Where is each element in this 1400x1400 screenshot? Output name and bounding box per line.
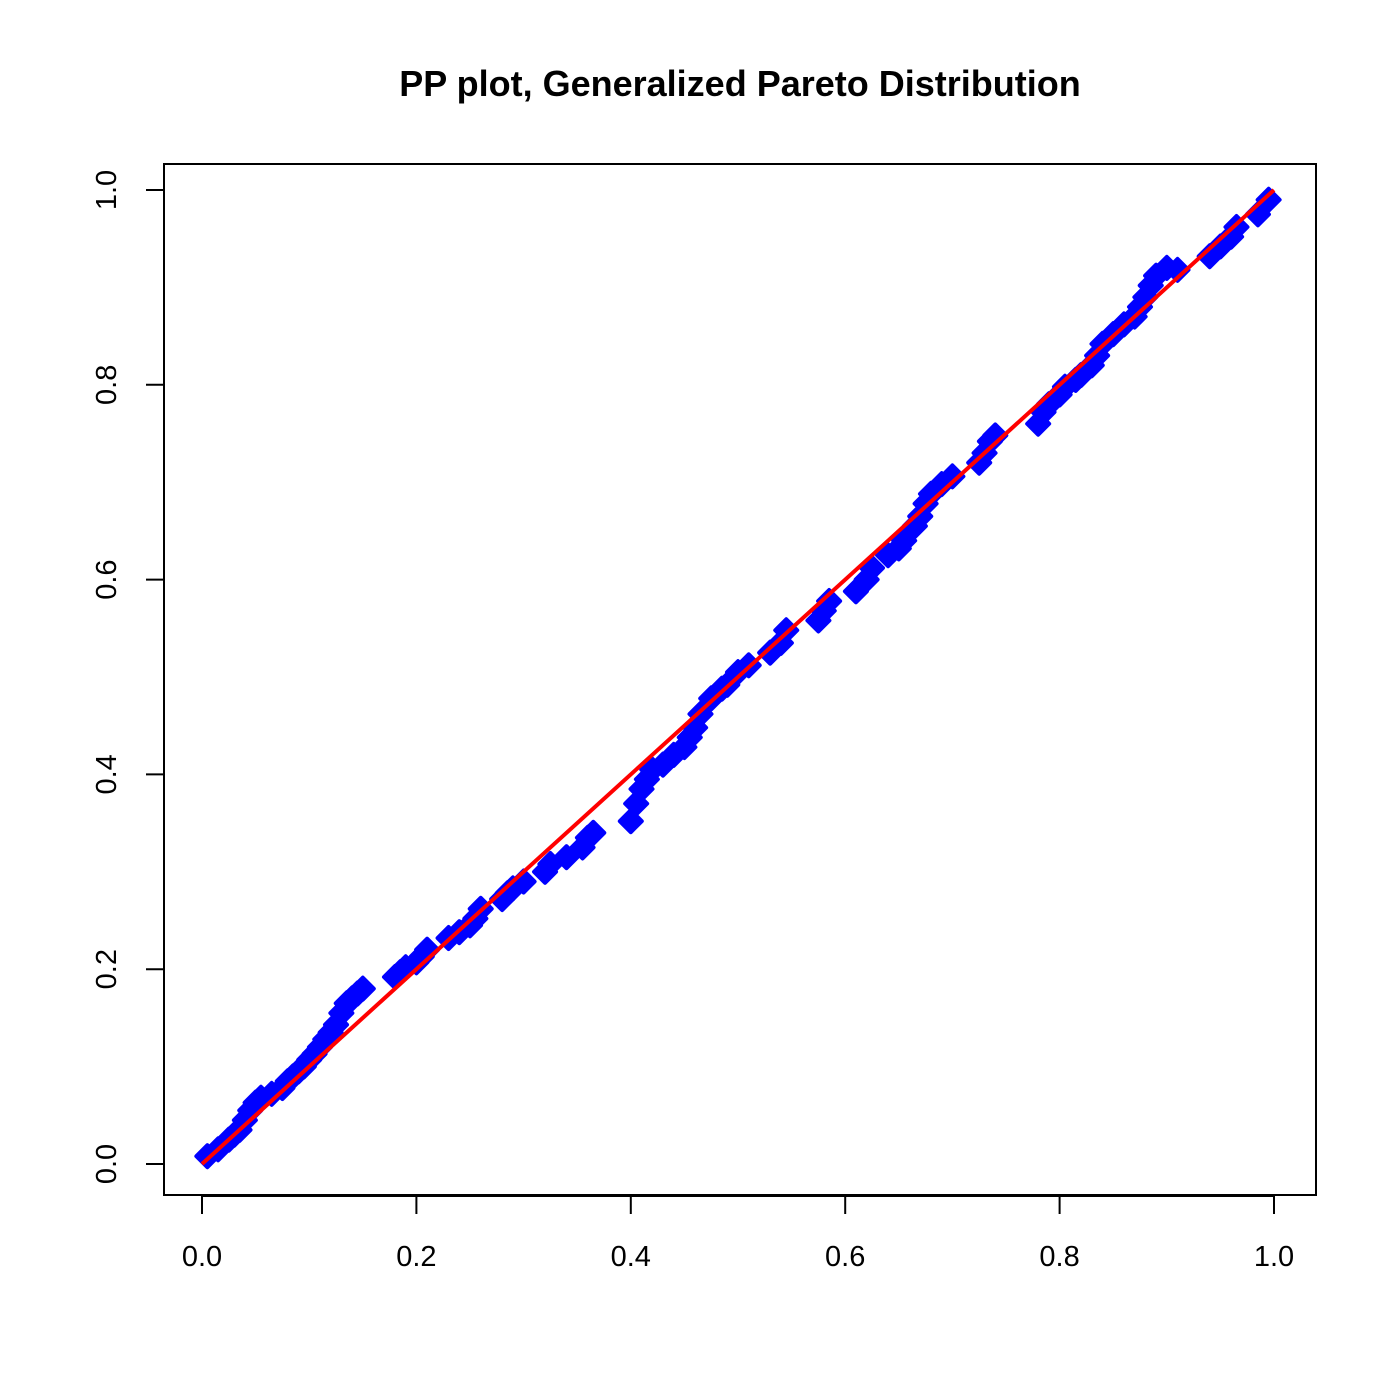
- data-point: [580, 819, 607, 846]
- y-tick-label: 1.0: [91, 170, 123, 210]
- data-point: [1164, 256, 1191, 283]
- y-tick-label: 0.4: [91, 754, 123, 794]
- data-point: [939, 463, 966, 490]
- chart-title: PP plot, Generalized Pareto Distribution: [399, 63, 1080, 104]
- reference-line-group: [200, 188, 1276, 1166]
- x-tick-label: 0.2: [396, 1241, 436, 1273]
- x-tick-label: 0.6: [825, 1241, 865, 1273]
- reference-line: [200, 188, 1276, 1166]
- x-axis: 0.0 0.2 0.4 0.6 0.8 1.0: [182, 1195, 1294, 1273]
- x-tick-label: 1.0: [1254, 1241, 1294, 1273]
- data-point: [1255, 186, 1282, 213]
- x-tick-label: 0.4: [611, 1241, 651, 1273]
- y-tick-label: 0.2: [91, 949, 123, 989]
- data-point: [816, 588, 843, 615]
- y-tick-label: 0.6: [91, 559, 123, 599]
- x-tick-label: 0.0: [182, 1241, 222, 1273]
- x-tick-label: 0.8: [1039, 1241, 1079, 1273]
- data-point: [349, 975, 376, 1002]
- y-tick-label: 0.8: [91, 365, 123, 405]
- data-point: [891, 527, 918, 554]
- data-point: [553, 844, 580, 871]
- scatter-points: [194, 186, 1282, 1170]
- y-axis: 0.0 0.2 0.4 0.6 0.8 1.0: [91, 170, 165, 1184]
- data-point: [982, 422, 1009, 449]
- y-tick-label: 0.0: [91, 1144, 123, 1184]
